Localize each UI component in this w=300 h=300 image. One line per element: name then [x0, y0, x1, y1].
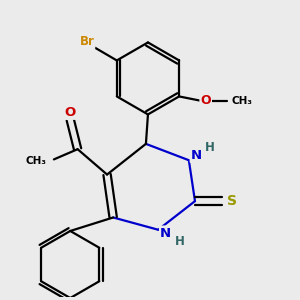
- Text: S: S: [227, 194, 237, 208]
- Text: H: H: [205, 141, 215, 154]
- Text: H: H: [175, 235, 184, 248]
- Text: N: N: [190, 149, 202, 162]
- Text: O: O: [200, 94, 211, 107]
- Text: O: O: [64, 106, 76, 119]
- Text: CH₃: CH₃: [26, 157, 47, 166]
- Text: N: N: [160, 226, 171, 239]
- Text: Br: Br: [80, 35, 94, 48]
- Text: CH₃: CH₃: [232, 95, 253, 106]
